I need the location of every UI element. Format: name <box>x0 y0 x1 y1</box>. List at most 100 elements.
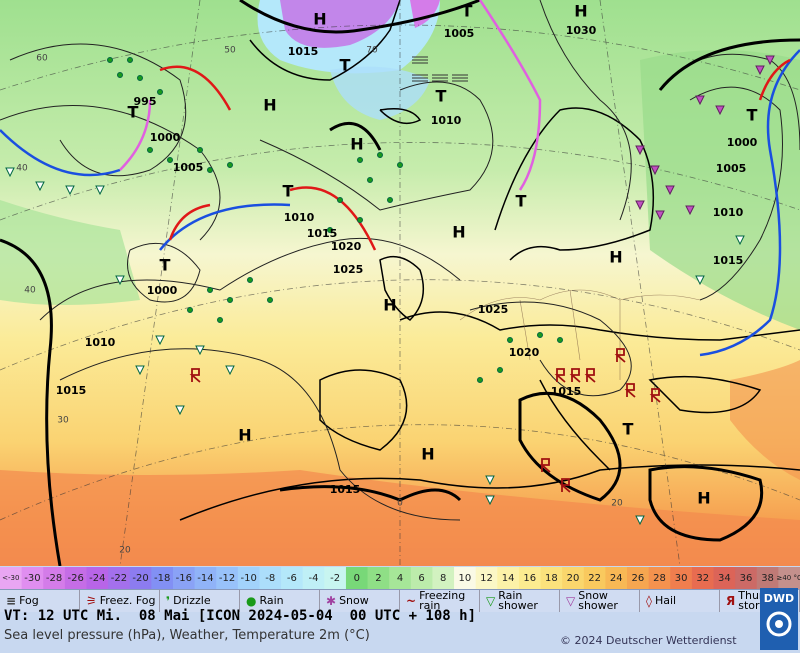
thunderstorm-symbol <box>624 383 636 398</box>
scale-cell <box>627 567 650 589</box>
scale-cell <box>583 567 606 589</box>
scale-label: 8 <box>440 573 446 584</box>
warm-front <box>159 65 232 111</box>
scale-label: 36 <box>740 573 753 584</box>
warm-front <box>289 186 377 251</box>
legend-icon: Я <box>726 594 736 608</box>
snow-shower-symbol <box>765 55 775 66</box>
snow-shower-symbol <box>635 200 645 211</box>
scale-cell <box>172 567 196 589</box>
scale-cell <box>735 567 758 589</box>
pressure-center: T <box>747 106 758 125</box>
scale-cell <box>562 567 585 589</box>
thunderstorm-symbol <box>614 348 626 363</box>
thunderstorm-symbol <box>189 368 201 383</box>
isobar <box>59 348 461 521</box>
occluded-front <box>478 0 542 191</box>
scale-label: 18 <box>545 573 558 584</box>
warm-front <box>758 58 791 101</box>
snow-shower-symbol <box>715 105 725 116</box>
pressure-center: H <box>238 426 251 445</box>
isobar <box>648 465 764 542</box>
temperature-field <box>0 200 140 305</box>
scale-cell <box>0 567 23 589</box>
legend-item: ⚞ Freez. Fog <box>80 590 160 612</box>
coastline <box>539 379 611 471</box>
legend-icon: ⚞ <box>86 594 97 608</box>
rain-symbol <box>357 217 363 223</box>
scale-label: -16 <box>176 573 192 584</box>
snow-shower-symbol <box>665 185 675 196</box>
legend-icon: ▽ <box>486 594 496 608</box>
isobar <box>0 105 221 241</box>
scale-cell <box>670 567 693 589</box>
scale-label: 20 <box>567 573 580 584</box>
temperature-field <box>640 50 800 330</box>
scale-label: -18 <box>154 573 170 584</box>
scale-label: 16 <box>523 573 536 584</box>
isobar-label: 1000 <box>727 136 758 149</box>
isobar-label: 1015 <box>307 227 338 240</box>
shower-symbol <box>635 515 645 526</box>
legend-text: Fog <box>19 594 39 607</box>
legend-icon: ~ <box>406 594 417 608</box>
scale-cell <box>778 567 800 589</box>
snow-shower-symbol <box>655 210 665 221</box>
legend-item: ✱ Snow <box>320 590 400 612</box>
rain-symbol <box>387 197 393 203</box>
scale-label: 6 <box>418 573 424 584</box>
scale-label: -6 <box>287 573 297 584</box>
pressure-center: T <box>436 87 447 106</box>
scale-label: 26 <box>631 573 644 584</box>
scale-label: 2 <box>375 573 381 584</box>
pressure-center: T <box>160 256 171 275</box>
scale-label: 28 <box>653 573 666 584</box>
legend-item: ◊ Hail <box>640 590 720 612</box>
isobar <box>539 0 632 221</box>
rain-symbol <box>117 72 123 78</box>
logo-dot <box>775 620 783 628</box>
legend-text: Hail <box>654 594 677 607</box>
isobar-label: 1005 <box>173 161 204 174</box>
thunderstorm-symbol <box>559 478 571 493</box>
thunderstorm-symbol <box>554 368 566 383</box>
isobar-label: 1005 <box>444 27 475 40</box>
cold-front <box>699 49 800 357</box>
scale-cell <box>518 567 542 589</box>
isobar-label: 1015 <box>288 45 319 58</box>
isobar-label: 1015 <box>330 483 361 496</box>
graticule-line <box>0 279 800 371</box>
pressure-center: H <box>350 135 363 154</box>
occluded-front <box>119 99 152 171</box>
temperature-label: 0 <box>397 499 403 509</box>
isobar-label: 1025 <box>478 303 509 316</box>
shower-symbol <box>5 167 15 178</box>
legend-item: ≡ Fog <box>0 590 80 612</box>
rain-symbol <box>197 147 203 153</box>
legend-text: Drizzle <box>173 594 211 607</box>
legend-item: ▽ Snow shower <box>560 590 640 612</box>
rain-symbol <box>557 337 563 343</box>
scale-cell <box>194 567 217 589</box>
valid-time: VT: 12 UTC Mi. 08 Mai [ICON 2024-05-04 0… <box>4 608 477 624</box>
scale-label: ≥40 °C <box>776 574 800 582</box>
graticule-line <box>119 0 681 566</box>
scale-cell <box>259 567 282 589</box>
cold-front <box>0 129 121 177</box>
rain-symbol <box>147 147 153 153</box>
graticule-line <box>0 142 800 221</box>
rain-symbol <box>267 297 273 303</box>
legend-item: ~ Freezing rain <box>400 590 480 612</box>
temperature-label: 70 <box>366 46 378 56</box>
isobar <box>329 121 382 151</box>
isobar <box>469 301 632 397</box>
scale-label: -22 <box>111 573 127 584</box>
rain-symbol <box>377 152 383 158</box>
snow-shower-symbol <box>650 165 660 176</box>
copyright: © 2024 Deutscher Wetterdienst <box>560 634 737 647</box>
shower-symbol <box>735 235 745 246</box>
graticule <box>0 0 800 566</box>
isobar-label: 1010 <box>85 336 116 349</box>
rain-symbol <box>127 57 133 63</box>
